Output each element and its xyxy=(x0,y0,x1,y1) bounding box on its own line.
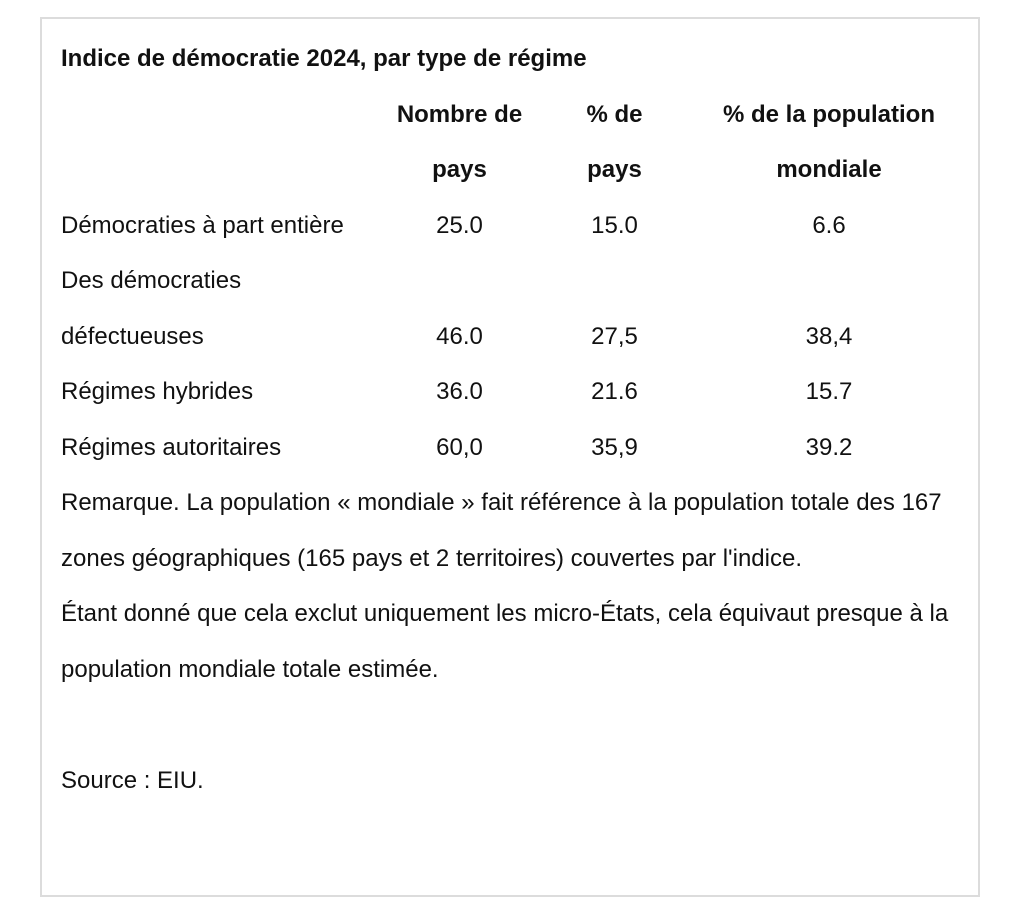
header-pct-countries: % de pays xyxy=(586,100,643,184)
cell-count: 25.0 xyxy=(436,211,483,239)
header-empty xyxy=(61,87,382,198)
cell-count: 36.0 xyxy=(436,378,483,405)
table-row: Régimes hybrides 36.0 21.6 15.7 xyxy=(61,364,966,420)
header-pct-population: % de la population mondiale xyxy=(722,100,935,184)
cell-pct-population: 38,4 xyxy=(805,322,853,350)
democracy-index-table: Nombre de pays % de pays % de la populat… xyxy=(61,87,966,476)
row-label: Des démocraties défectueuses xyxy=(61,267,242,350)
cell-count: 46.0 xyxy=(436,322,483,350)
cell-count: 60,0 xyxy=(436,433,483,461)
row-label: Régimes autoritaires xyxy=(61,433,282,461)
table-row: Régimes autoritaires 60,0 35,9 39.2 xyxy=(61,420,966,476)
row-label: Régimes hybrides xyxy=(61,378,254,405)
table-card: Indice de démocratie 2024, par type de r… xyxy=(40,17,980,897)
row-label: Démocraties à part entière xyxy=(61,211,344,239)
cell-pct-population: 6.6 xyxy=(812,211,846,239)
source-note: Source : EIU. xyxy=(61,766,204,794)
header-row: Nombre de pays % de pays % de la populat… xyxy=(61,87,966,198)
cell-pct-population: 39.2 xyxy=(805,433,853,461)
note-microstates: Étant donné que cela exclut uniquement l… xyxy=(61,600,949,683)
table-row: Des démocraties défectueuses 46.0 27,5 3… xyxy=(61,253,966,364)
note-remark: Remarque. La population « mondiale » fai… xyxy=(61,489,942,572)
table-title: Indice de démocratie 2024, par type de r… xyxy=(61,45,587,72)
cell-pct-population: 15.7 xyxy=(805,378,853,405)
spacer xyxy=(61,697,966,753)
header-count: Nombre de pays xyxy=(396,100,523,184)
table-row: Démocraties à part entière 25.0 15.0 6.6 xyxy=(61,198,966,254)
cell-pct-countries: 15.0 xyxy=(591,211,638,239)
cell-pct-countries: 21.6 xyxy=(591,378,638,405)
cell-pct-countries: 35,9 xyxy=(591,433,638,461)
cell-pct-countries: 27,5 xyxy=(591,322,638,350)
